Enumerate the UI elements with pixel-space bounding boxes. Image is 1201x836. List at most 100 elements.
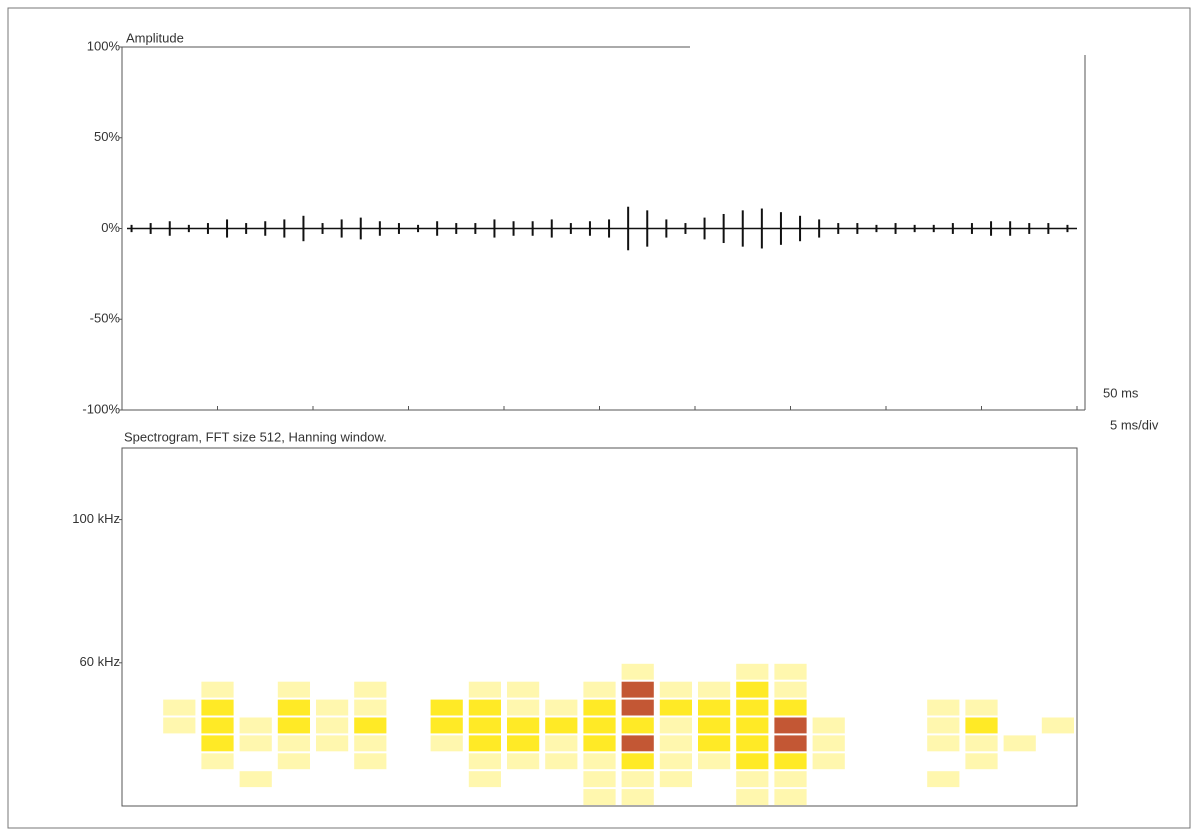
spectrogram-cell <box>774 717 807 734</box>
spectrogram-cell <box>850 699 883 716</box>
y-tick-label: -50% <box>90 311 121 326</box>
spectrogram-cell <box>316 681 349 698</box>
spectrogram-cell <box>812 771 845 788</box>
spectrogram-cell <box>812 735 845 752</box>
spectrogram-cell <box>392 717 425 734</box>
spectrogram-cell <box>354 663 387 680</box>
spectrogram-cell <box>1003 735 1036 752</box>
spectrogram-cell <box>430 735 463 752</box>
spectrogram-cell <box>583 681 616 698</box>
spectrogram-cell <box>621 663 654 680</box>
spectrogram-cell <box>812 699 845 716</box>
spectrogram-cell <box>239 753 272 770</box>
spectrogram-cell <box>163 735 196 752</box>
y-tick-label: -100% <box>82 401 120 416</box>
spectrogram-cell <box>163 771 196 788</box>
spectrogram-cell <box>277 735 310 752</box>
spectrogram-cell <box>774 681 807 698</box>
spectrogram-cell <box>468 735 501 752</box>
spectrogram-cell <box>354 735 387 752</box>
spectrogram-cell <box>965 681 998 698</box>
spectrogram-cell <box>736 663 769 680</box>
spectrogram-cell <box>736 735 769 752</box>
spectrogram-cell <box>125 789 158 805</box>
spectrogram-cell <box>889 789 922 805</box>
spectrogram-cell <box>125 699 158 716</box>
spectrogram-cell <box>316 699 349 716</box>
spectrogram-cell <box>468 717 501 734</box>
spectrogram-cell <box>507 735 540 752</box>
spectrogram-cell <box>277 789 310 805</box>
spectrogram-cell <box>277 717 310 734</box>
spectrogram-cell <box>965 663 998 680</box>
spectrogram-cell <box>201 735 234 752</box>
spectrogram-cell <box>277 753 310 770</box>
spectrogram-cell <box>277 699 310 716</box>
spectrogram-cell <box>659 681 692 698</box>
spectrogram-cell <box>927 663 960 680</box>
spectrogram-cell <box>698 771 731 788</box>
y-tick-label: 100 kHz <box>72 511 120 526</box>
spectrogram-cell <box>468 699 501 716</box>
spectrogram-cell <box>1041 663 1074 680</box>
spectrogram-cell <box>736 681 769 698</box>
spectrogram-cell <box>583 699 616 716</box>
spectrogram-cell <box>392 699 425 716</box>
spectrogram-cell <box>239 771 272 788</box>
spectrogram-cell <box>507 771 540 788</box>
spectrogram-cell <box>125 753 158 770</box>
spectrogram-cell <box>850 717 883 734</box>
spectrogram-cell <box>927 771 960 788</box>
spectrogram-cell <box>927 753 960 770</box>
spectrogram-cell <box>889 717 922 734</box>
spectrogram-cell <box>354 771 387 788</box>
spectrogram-cell <box>736 699 769 716</box>
spectrogram-cell <box>545 771 578 788</box>
spectrogram-cell <box>659 789 692 805</box>
spectrogram-cell <box>659 699 692 716</box>
spectrogram-cell <box>1041 753 1074 770</box>
spectrogram-cell <box>277 771 310 788</box>
spectrogram-cell <box>583 717 616 734</box>
spectrogram-cell <box>621 717 654 734</box>
spectrogram-cell <box>430 663 463 680</box>
spectrogram-cell <box>201 789 234 805</box>
spectrogram-cell <box>889 753 922 770</box>
spectrogram-cell <box>201 771 234 788</box>
spectrogram-cell <box>125 771 158 788</box>
spectrogram-cell <box>163 789 196 805</box>
spectrogram-cell <box>621 735 654 752</box>
spectrogram-cell <box>659 717 692 734</box>
spectrogram-cell <box>277 663 310 680</box>
spectrogram-cell <box>125 735 158 752</box>
spectrogram-cell <box>850 681 883 698</box>
spectrogram-cell <box>430 717 463 734</box>
spectrogram-cell <box>774 789 807 805</box>
spectrogram-cell <box>430 789 463 805</box>
spectrogram-cell <box>965 735 998 752</box>
spectrogram-cell <box>698 699 731 716</box>
spectrogram-cell <box>850 771 883 788</box>
spectrogram-cell <box>354 681 387 698</box>
spectrogram-cell <box>659 663 692 680</box>
spectrogram-cell <box>736 771 769 788</box>
spectrogram-cell <box>1003 753 1036 770</box>
plot-title: Amplitude <box>126 30 184 45</box>
spectrogram-cell <box>507 753 540 770</box>
spectrogram-cell <box>774 663 807 680</box>
y-tick-label: 50% <box>94 129 120 144</box>
spectrogram-cell <box>430 681 463 698</box>
spectrogram-cell <box>698 681 731 698</box>
spectrogram-cell <box>201 699 234 716</box>
spectrogram-cell <box>201 681 234 698</box>
spectrogram-cell <box>698 735 731 752</box>
spectrogram-cell <box>659 771 692 788</box>
spectrogram-cell <box>889 681 922 698</box>
spectrogram-cell <box>392 789 425 805</box>
spectrogram-cell <box>621 681 654 698</box>
spectrogram-cell <box>354 753 387 770</box>
spectrogram-cell <box>774 753 807 770</box>
spectrogram-cell <box>965 699 998 716</box>
spectrogram-cell <box>1003 699 1036 716</box>
